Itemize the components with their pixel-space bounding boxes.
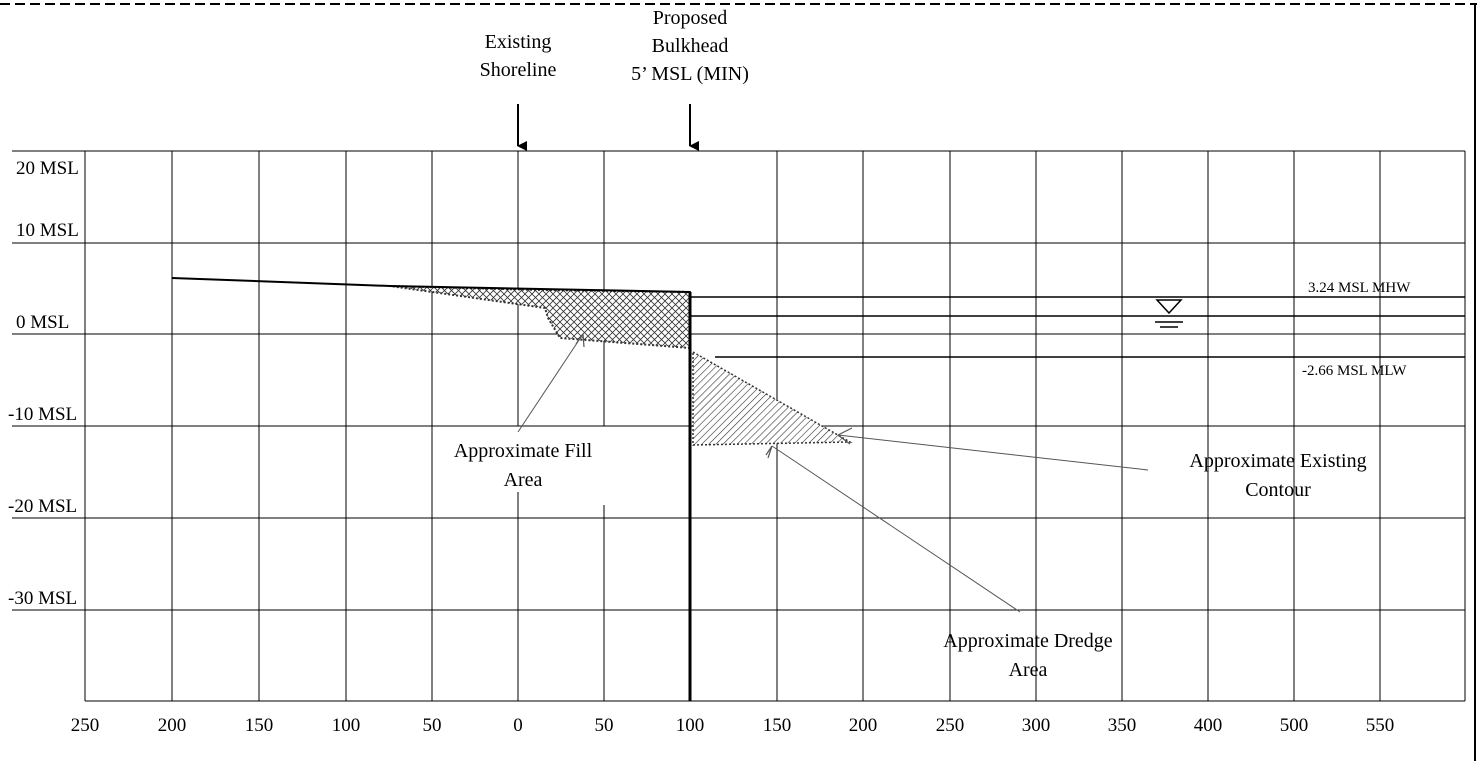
fill-area-label-line1: Approximate Fill xyxy=(454,440,593,462)
fill-area-label-line2: Area xyxy=(504,469,543,491)
dredge-area xyxy=(692,350,853,446)
station-label: 250 xyxy=(936,715,965,736)
mhw-label: 3.24 MSL MHW xyxy=(1308,280,1411,296)
station-label: 0 xyxy=(513,715,523,736)
arrow-left-icon xyxy=(837,427,853,445)
existing-contour-label-line1: Approximate Existing xyxy=(1189,450,1366,472)
fill-area-leader xyxy=(517,333,584,433)
fill-arrow-icon xyxy=(575,333,585,348)
elevation-label-20: 20 MSL xyxy=(16,158,79,179)
contour-leader xyxy=(837,434,1149,471)
station-label: 550 xyxy=(1366,715,1395,736)
station-label: 300 xyxy=(1022,715,1051,736)
elevation-label-0: 0 MSL xyxy=(16,312,69,333)
station-axis-labels: 250 200 150 100 50 0 50 100 150 200 250 … xyxy=(71,715,1395,736)
elevation-label-minus10: -10 MSL xyxy=(8,404,77,425)
station-label: 400 xyxy=(1194,715,1223,736)
existing-contour-label-line2: Contour xyxy=(1245,479,1311,501)
proposed-bulkhead-label-line1: Proposed xyxy=(653,7,727,29)
proposed-bulkhead-label-line3: 5’ MSL (MIN) xyxy=(631,63,749,85)
elevation-label-minus30: -30 MSL xyxy=(8,588,77,609)
dredge-arrow-icon xyxy=(765,445,773,459)
existing-shoreline-annotation: Existing Shoreline xyxy=(480,31,557,81)
station-label: 100 xyxy=(676,715,705,736)
existing-shoreline-label-line1: Existing xyxy=(485,31,552,53)
existing-ground-line xyxy=(171,277,691,293)
elevation-label-10: 10 MSL xyxy=(16,220,79,241)
fill-area-annotation: Approximate Fill Area xyxy=(454,440,593,491)
mlw-label: -2.66 MSL MLW xyxy=(1302,363,1407,379)
station-label: 200 xyxy=(158,715,187,736)
water-surface-triangle-icon xyxy=(1155,299,1183,328)
proposed-bulkhead-label-line2: Bulkhead xyxy=(652,35,729,57)
station-label: 250 xyxy=(71,715,100,736)
existing-shoreline-label-line2: Shoreline xyxy=(480,59,557,81)
station-label: 500 xyxy=(1280,715,1309,736)
dredge-area-leader xyxy=(771,445,1021,613)
station-label: 100 xyxy=(332,715,361,736)
dredge-area-label-line1: Approximate Dredge xyxy=(943,630,1113,652)
proposed-bulkhead-annotation: Proposed Bulkhead 5’ MSL (MIN) xyxy=(631,7,749,85)
elevation-axis-labels: 20 MSL 10 MSL 0 MSL -10 MSL -20 MSL -30 … xyxy=(8,158,79,609)
station-label: 150 xyxy=(245,715,274,736)
station-label: 50 xyxy=(423,715,442,736)
station-label: 150 xyxy=(763,715,792,736)
dredge-area-annotation: Approximate Dredge Area xyxy=(943,630,1113,681)
existing-contour-annotation: Approximate Existing Contour xyxy=(1189,450,1366,501)
station-label: 200 xyxy=(849,715,878,736)
fill-area xyxy=(389,285,691,350)
leader-lines xyxy=(517,333,1149,613)
dredge-area-label-line2: Area xyxy=(1009,659,1048,681)
station-label: 50 xyxy=(595,715,614,736)
station-label: 350 xyxy=(1108,715,1137,736)
elevation-label-minus20: -20 MSL xyxy=(8,496,77,517)
